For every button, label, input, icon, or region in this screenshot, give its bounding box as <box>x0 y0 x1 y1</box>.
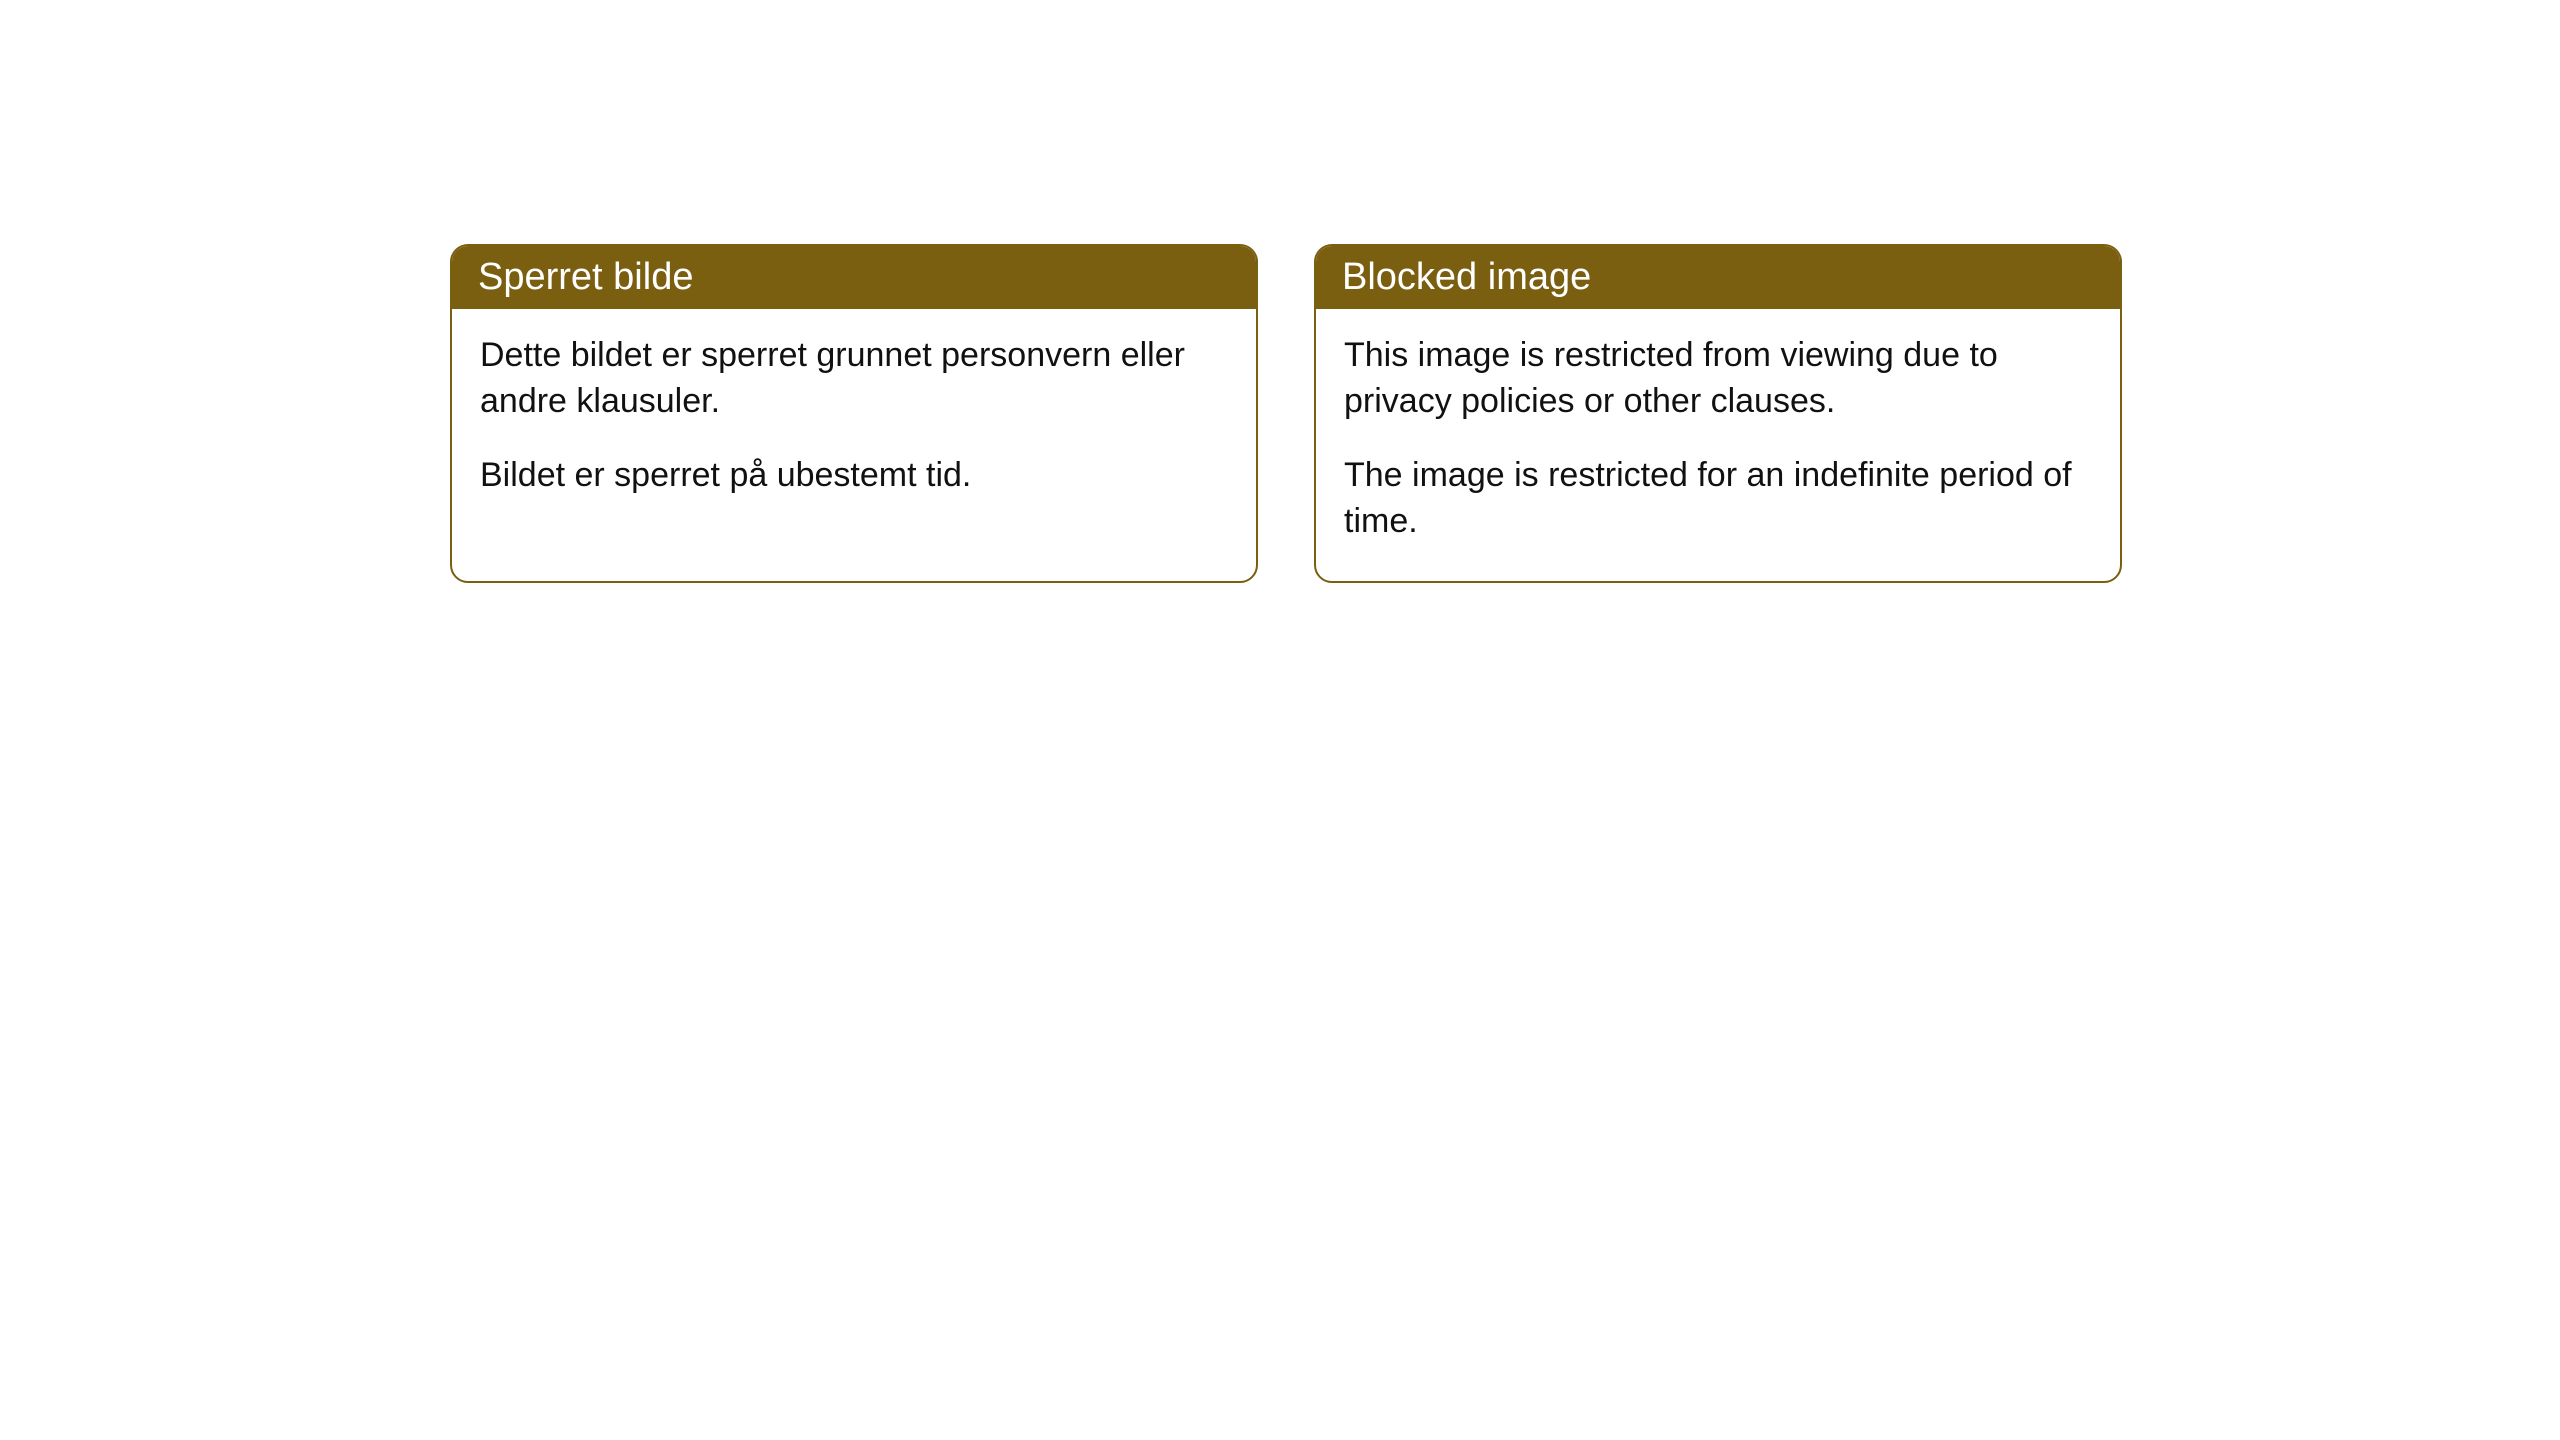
card-text-english-2: The image is restricted for an indefinit… <box>1344 453 2092 545</box>
card-text-norwegian-2: Bildet er sperret på ubestemt tid. <box>480 453 1228 499</box>
card-body-english: This image is restricted from viewing du… <box>1316 309 2120 581</box>
blocked-image-notice-container: Sperret bilde Dette bildet er sperret gr… <box>450 244 2122 583</box>
card-text-norwegian-1: Dette bildet er sperret grunnet personve… <box>480 333 1228 425</box>
card-header-norwegian: Sperret bilde <box>452 246 1256 309</box>
card-text-english-1: This image is restricted from viewing du… <box>1344 333 2092 425</box>
blocked-card-norwegian: Sperret bilde Dette bildet er sperret gr… <box>450 244 1258 583</box>
card-header-english: Blocked image <box>1316 246 2120 309</box>
card-body-norwegian: Dette bildet er sperret grunnet personve… <box>452 309 1256 535</box>
blocked-card-english: Blocked image This image is restricted f… <box>1314 244 2122 583</box>
card-title-norwegian: Sperret bilde <box>478 256 693 298</box>
card-title-english: Blocked image <box>1342 256 1591 298</box>
